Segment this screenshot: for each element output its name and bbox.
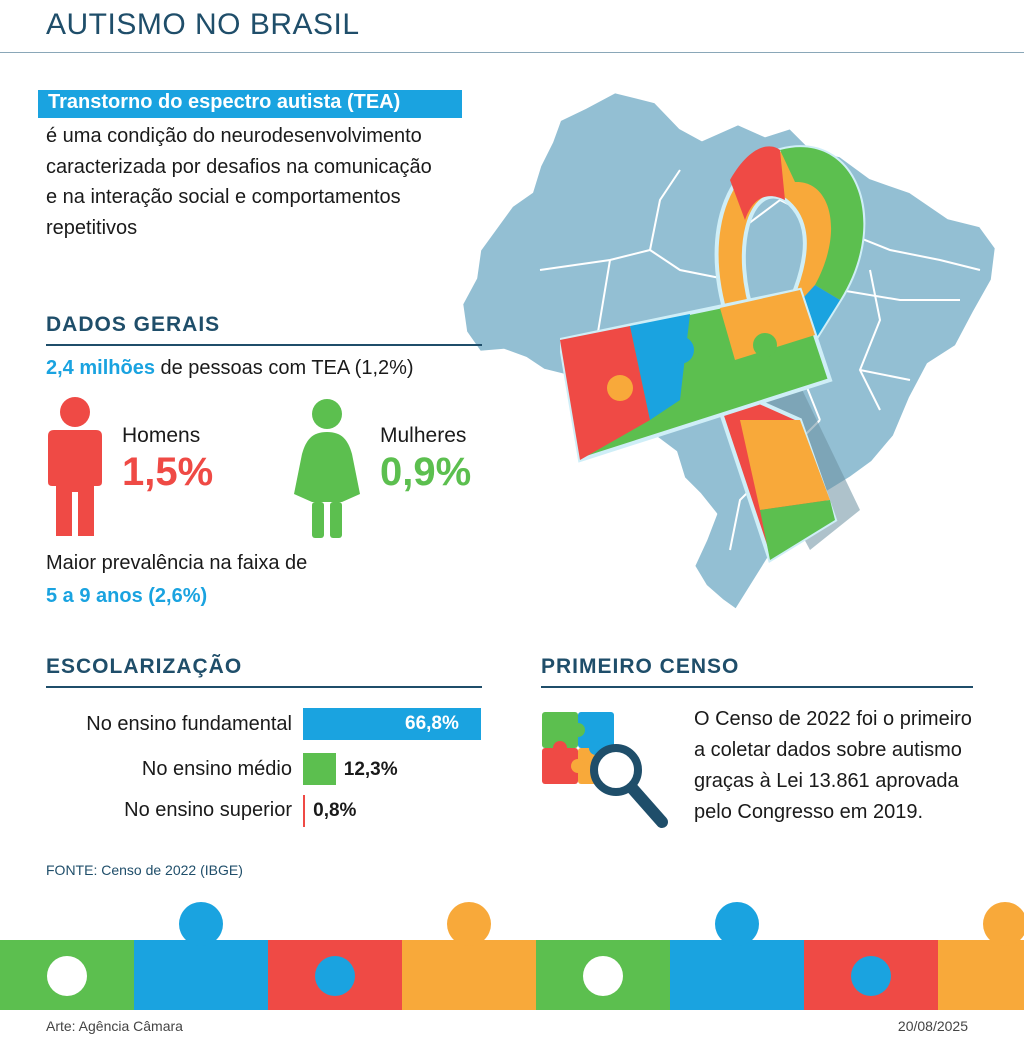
general-data-heading: DADOS GERAIS	[46, 313, 221, 336]
total-description: de pessoas com TEA (1,2%)	[160, 357, 414, 379]
schooling-value-superior: 0,8%	[313, 800, 357, 821]
definition-text: é uma condição do neurodesenvolvimento c…	[46, 125, 432, 239]
schooling-bar-medio	[303, 753, 336, 785]
census-text: O Censo de 2022 foi o primeiro a coletar…	[694, 708, 972, 823]
puzzle-border-icon	[0, 902, 1024, 1010]
man-icon	[48, 397, 102, 536]
men-percentage: 1,5%	[122, 450, 214, 494]
schooling-value-medio: 12,3%	[343, 759, 398, 780]
schooling-divider	[46, 686, 482, 688]
age-prevalence-value: 5 a 9 anos (2,6%)	[46, 585, 208, 607]
puzzle-magnifier-icon	[542, 712, 668, 828]
awareness-ribbon-icon	[560, 145, 866, 564]
woman-icon	[294, 399, 360, 538]
census-heading: PRIMEIRO CENSO	[541, 655, 740, 678]
title-divider	[0, 52, 1024, 53]
schooling-label-medio: No ensino médio	[141, 758, 292, 780]
schooling-bar-fundamental	[303, 708, 481, 740]
schooling-label-superior: No ensino superior	[124, 799, 292, 821]
page-title: AUTISMO NO BRASIL	[46, 8, 360, 41]
schooling-heading: ESCOLARIZAÇÃO	[46, 655, 243, 678]
total-count: 2,4 milhões	[46, 357, 155, 379]
general-data-divider	[46, 344, 482, 346]
art-credit: Arte: Agência Câmara	[46, 1018, 183, 1034]
schooling-bar-superior	[303, 795, 306, 827]
women-percentage: 0,9%	[380, 450, 472, 494]
publish-date: 20/08/2025	[897, 1018, 968, 1034]
definition-highlight	[38, 90, 462, 118]
schooling-value-fundamental: 66,8%	[405, 713, 459, 734]
men-label: Homens	[122, 424, 201, 447]
total-stat: 2,4 milhões de pessoas com TEA (1,2%)	[46, 357, 414, 380]
age-prevalence-text: Maior prevalência na faixa de	[46, 552, 308, 574]
women-label: Mulheres	[380, 424, 467, 447]
definition-term: Transtorno do espectro autista (TEA)	[48, 91, 401, 113]
source-note: FONTE: Censo de 2022 (IBGE)	[46, 862, 243, 878]
census-divider	[541, 686, 973, 688]
schooling-label-fundamental: No ensino fundamental	[86, 713, 292, 735]
